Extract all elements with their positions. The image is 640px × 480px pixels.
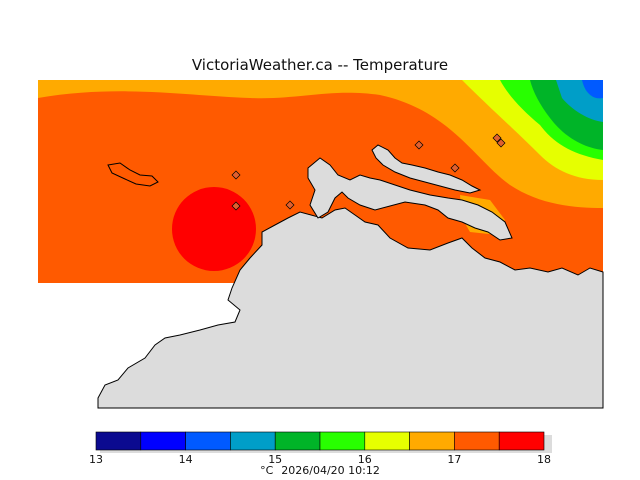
colorbar-bin-6 <box>364 431 410 451</box>
colorbar-bin-9 <box>498 431 545 451</box>
station-markers <box>231 133 506 211</box>
map-footer: °C 2026/04/20 10:12 <box>0 464 640 477</box>
colorbar-bin-2 <box>185 431 231 451</box>
colorbar-bin-0 <box>95 431 142 451</box>
station-marker <box>414 140 424 150</box>
colorbar-bin-7 <box>409 431 455 451</box>
colorbar-bin-3 <box>230 431 276 451</box>
station-marker <box>285 200 295 210</box>
station-marker <box>231 170 241 180</box>
station-marker <box>450 163 460 173</box>
colorbar-tick-label: 14 <box>178 453 193 466</box>
land <box>97 144 604 409</box>
field-14-14.5 <box>582 80 603 99</box>
colorbar-tick-label: 15 <box>268 453 283 466</box>
field-17.5-18 <box>172 187 256 271</box>
station-marker <box>492 133 502 143</box>
colorbar-tick-label: 13 <box>89 453 103 466</box>
field-16.5-17 <box>38 80 603 208</box>
peninsula <box>307 157 513 241</box>
land-mass <box>97 207 604 409</box>
colorbar-tick-label: 16 <box>357 453 372 466</box>
colorbar-tick-label: 17 <box>447 453 462 466</box>
island-chain <box>371 144 482 194</box>
colorbar-bin-4 <box>274 431 321 451</box>
colorbar-bin-8 <box>454 431 500 451</box>
map-title: VictoriaWeather.ca -- Temperature <box>191 56 449 74</box>
lake-outline <box>107 162 159 187</box>
station-marker <box>496 138 506 148</box>
colorbar-tick-label: 18 <box>537 453 551 466</box>
station-marker <box>231 201 241 211</box>
colorbar-bin-5 <box>319 431 366 451</box>
unit-label: °C <box>260 464 274 477</box>
colorbar <box>95 431 552 453</box>
colorbar-bin-1 <box>140 431 186 451</box>
timestamp: 2026/04/20 10:12 <box>281 464 380 477</box>
